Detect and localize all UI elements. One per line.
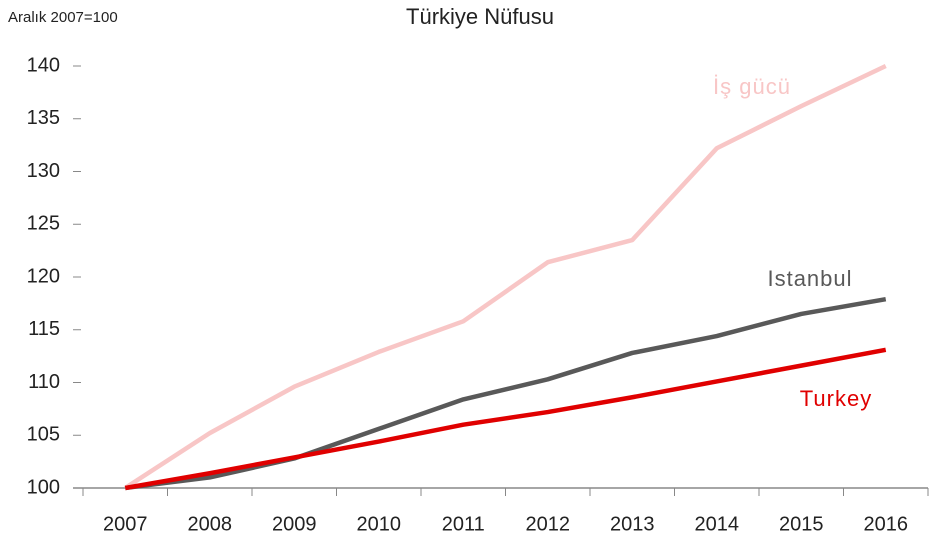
x-tick-label: 2013 [610,513,655,535]
y-tick-label: 110 [28,371,60,393]
x-tick-label: 2010 [357,513,402,535]
y-tick-label: 105 [27,424,60,446]
x-tick-label: 2012 [526,513,571,535]
series-label: Turkey [800,386,872,411]
series-line [124,296,887,491]
y-tick-label: 135 [27,107,60,129]
y-tick-label: 115 [28,318,60,340]
x-tick-label: 2014 [695,513,740,535]
y-tick-label: 100 [27,476,60,498]
x-tick-label: 2009 [272,513,317,535]
y-tick-label: 120 [27,265,60,287]
series-line [124,347,887,491]
x-tick-label: 2011 [442,513,485,535]
series-label: İş gücü [713,74,791,99]
series-label: Istanbul [767,266,852,291]
y-tick-label: 130 [27,160,60,182]
x-tick-label: 2008 [188,513,233,535]
x-tick-label: 2015 [779,513,824,535]
chart-subtitle: Aralık 2007=100 [8,9,118,26]
y-tick-label: 140 [27,54,60,76]
x-tick-label: 2007 [103,513,148,535]
y-tick-label: 125 [27,213,60,235]
chart-title: Türkiye Nüfusu [406,4,554,29]
series-line [124,63,887,490]
x-tick-label: 2016 [864,513,909,535]
